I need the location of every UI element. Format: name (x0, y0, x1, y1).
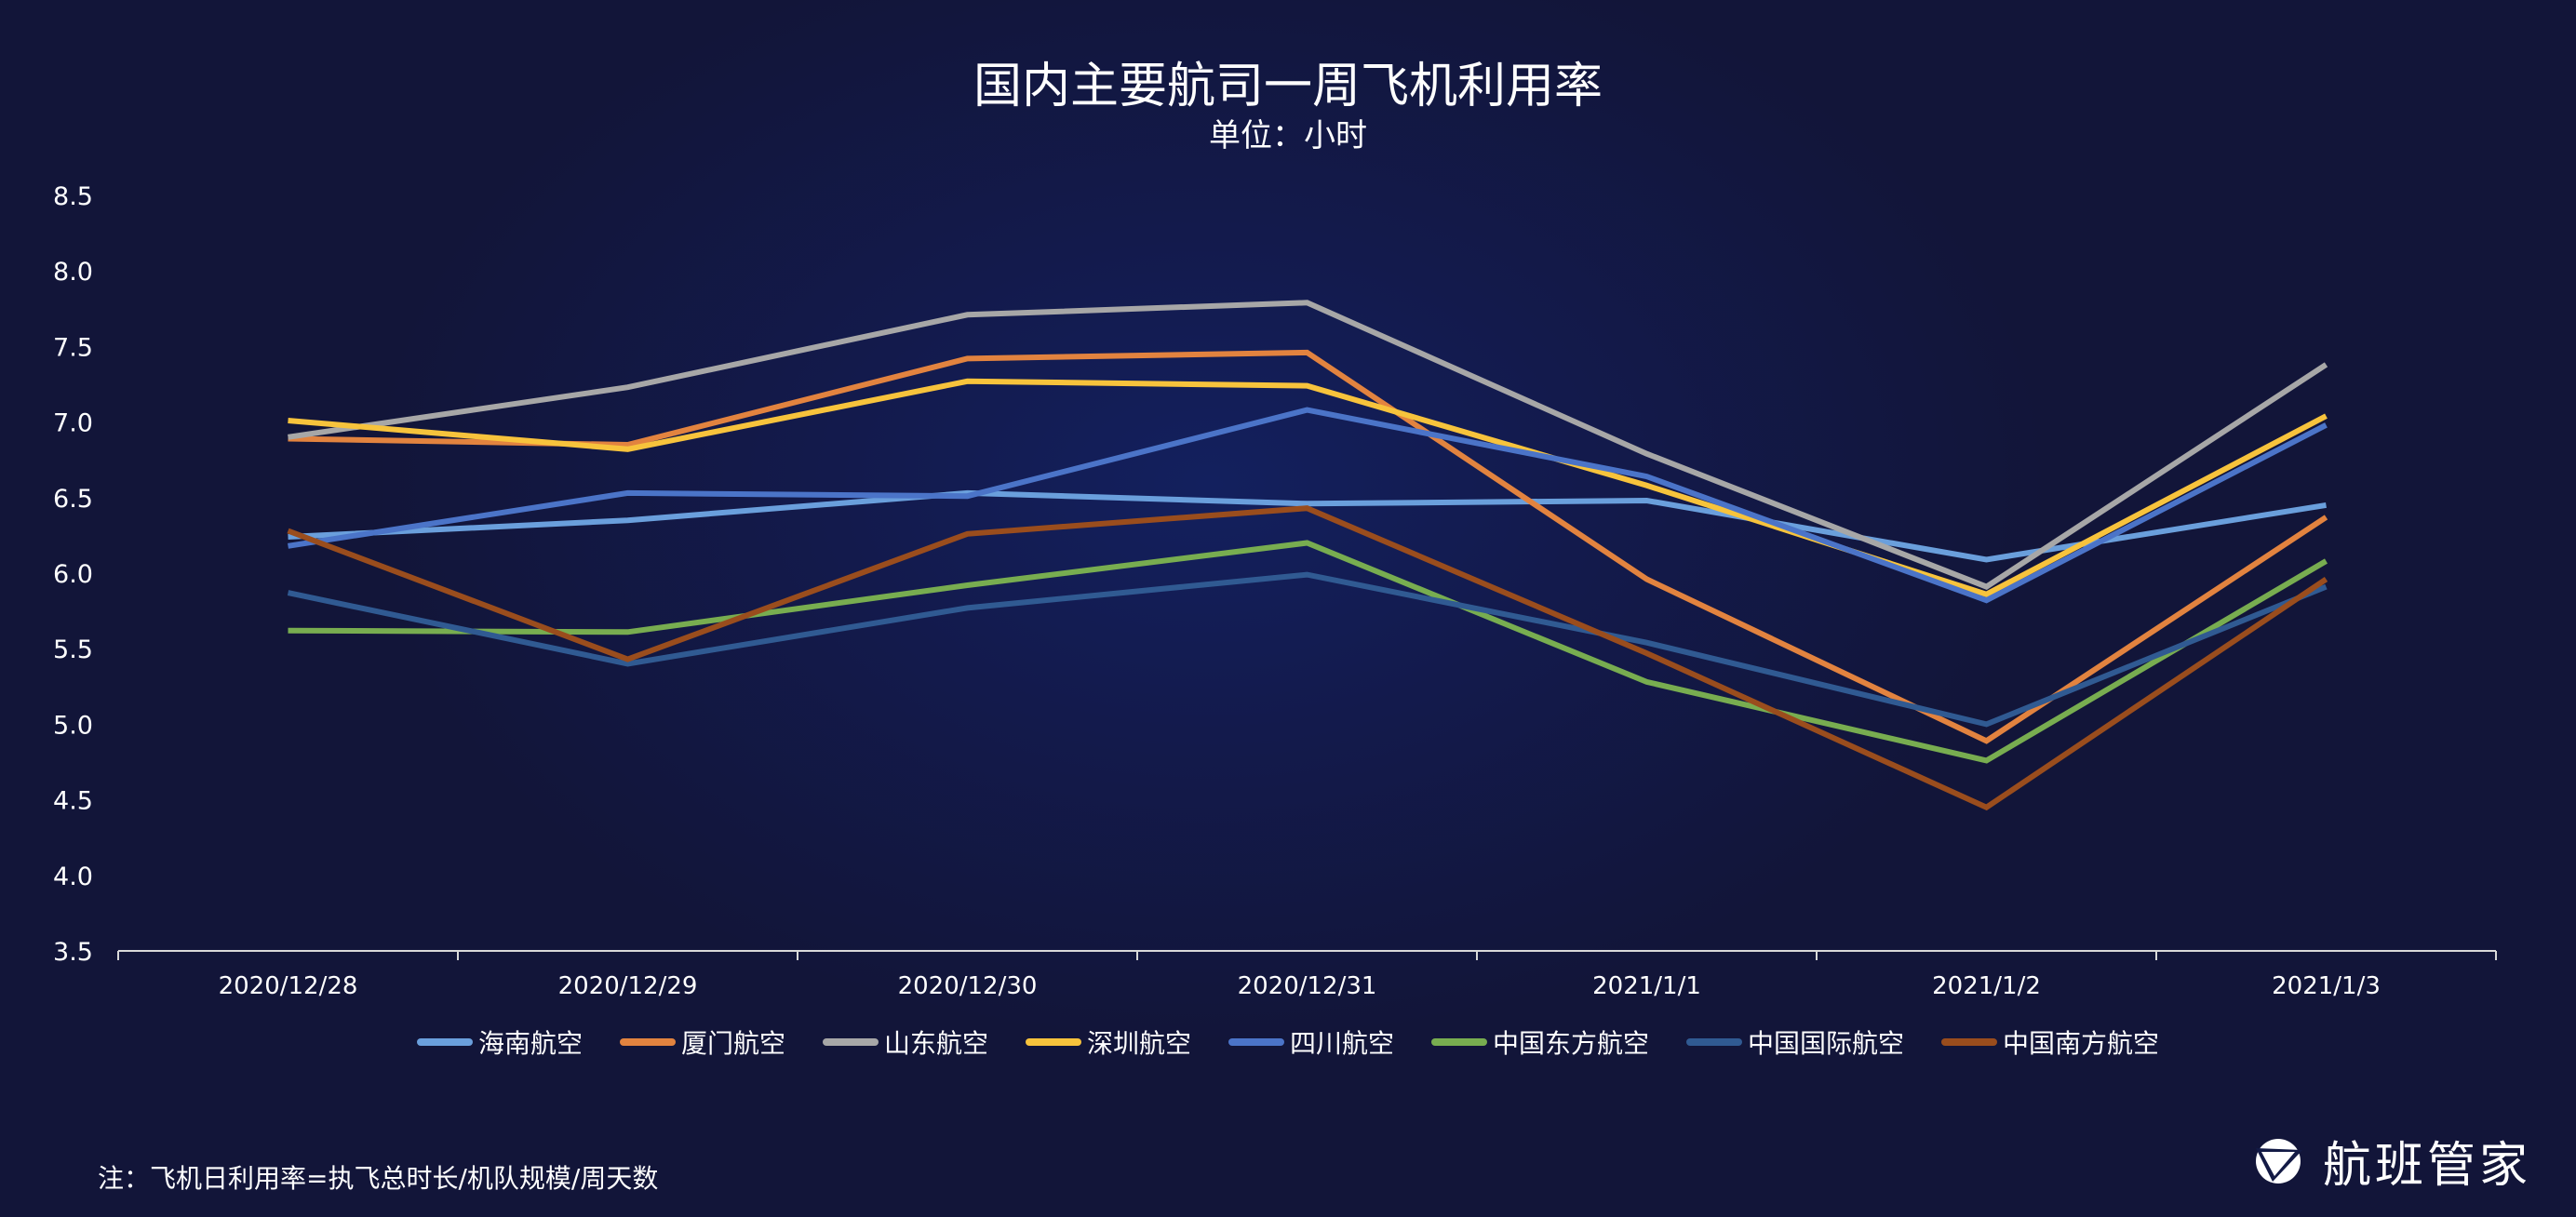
series-line (288, 300, 2328, 590)
legend-label: 四川航空 (1290, 1028, 1395, 1059)
globe-plane-icon (2256, 1138, 2302, 1184)
legend-item[interactable]: 厦门航空 (619, 1023, 785, 1061)
series-line (288, 489, 2327, 563)
series-line (287, 505, 2328, 811)
x-tick-label: 2021/1/2 (1932, 972, 2041, 1000)
legend-swatch (1431, 1038, 1488, 1046)
y-tick-label: 8.0 (53, 258, 93, 287)
y-tick-label: 5.0 (53, 711, 93, 740)
x-tick-label: 2021/1/3 (2272, 972, 2381, 1000)
legend-swatch (1025, 1038, 1081, 1046)
x-tick-label: 2020/12/29 (558, 972, 698, 1000)
legend-item[interactable]: 中国南方航空 (1941, 1023, 2159, 1061)
legend-item[interactable]: 四川航空 (1228, 1023, 1394, 1061)
y-tick-label: 7.0 (53, 409, 93, 438)
series-line (288, 540, 2328, 764)
legend-swatch (1228, 1038, 1284, 1046)
x-tick-label: 2020/12/30 (898, 972, 1038, 1000)
chart-subtitle: 单位：小时 (1209, 117, 1367, 154)
legend-label: 海南航空 (477, 1028, 583, 1059)
series-line (288, 378, 2328, 597)
chart-title: 国内主要航司一周飞机利用率 (973, 59, 1603, 114)
y-tick-label: 5.5 (53, 635, 93, 664)
x-tick-label: 2020/12/31 (1238, 972, 1377, 1000)
series-line (288, 349, 2328, 744)
legend-swatch (1686, 1038, 1743, 1046)
brand-name: 航班管家 (2323, 1138, 2532, 1194)
y-tick-label: 6.5 (53, 485, 93, 514)
brand-logo: 航班管家 (2252, 1126, 2531, 1196)
legend-label: 深圳航空 (1086, 1028, 1191, 1059)
y-tick-label: 8.5 (53, 182, 93, 211)
y-tick-label: 7.5 (53, 333, 93, 362)
legend-item[interactable]: 山东航空 (822, 1023, 988, 1061)
y-tick-label: 4.5 (53, 787, 93, 816)
legend-label: 厦门航空 (680, 1028, 785, 1059)
legend-item[interactable]: 深圳航空 (1025, 1023, 1191, 1061)
series-line (288, 407, 2328, 604)
legend-swatch (1941, 1038, 1998, 1046)
y-tick-label: 3.5 (53, 938, 93, 967)
legend-label: 中国南方航空 (2003, 1028, 2160, 1059)
chart-legend: 海南航空 厦门航空 山东航空 深圳航空 四川航空 中国东方航空 中国国际航空 中国南方航空 (0, 1023, 2576, 1061)
footnote: 注：飞机日利用率=执飞总时长/机队规模/周天数 (98, 1163, 659, 1194)
legend-label: 中国东方航空 (1493, 1028, 1650, 1059)
legend-swatch (416, 1038, 473, 1046)
legend-item[interactable]: 中国东方航空 (1431, 1023, 1649, 1061)
y-tick-label: 6.0 (53, 560, 93, 589)
legend-item[interactable]: 中国国际航空 (1686, 1023, 1904, 1061)
x-tick-label: 2021/1/1 (1592, 972, 1701, 1000)
series-line (287, 571, 2328, 728)
x-tick-label: 2020/12/28 (219, 972, 358, 1000)
legend-label: 山东航空 (883, 1028, 988, 1059)
legend-label: 中国国际航空 (1748, 1028, 1905, 1059)
y-tick-label: 4.0 (53, 863, 93, 891)
legend-swatch (822, 1038, 879, 1046)
legend-item[interactable]: 海南航空 (416, 1023, 583, 1061)
legend-swatch (619, 1038, 676, 1046)
